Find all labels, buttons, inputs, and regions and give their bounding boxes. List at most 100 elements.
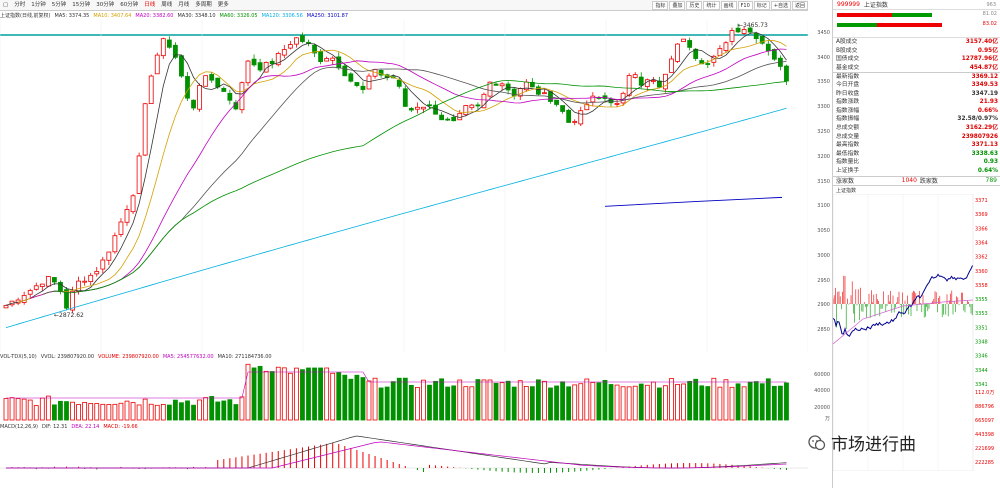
period-tab[interactable]: 月线 xyxy=(178,1,190,8)
period-tab[interactable]: 日线 xyxy=(144,1,156,8)
period-tab[interactable]: 1分钟 xyxy=(31,1,46,8)
volume-bar-down xyxy=(58,400,63,421)
volume-legend: VOL-TDX(5,10) VVOL: 239807920.00 VOLUME: 2… xyxy=(0,354,808,362)
down-label: 跌家数 xyxy=(919,178,938,185)
period-tab[interactable]: 更多 xyxy=(217,1,229,8)
volume-chart[interactable] xyxy=(0,362,808,422)
toolbar-action-button[interactable]: 指标 xyxy=(652,0,669,10)
toolbar-action-button[interactable]: 标记 xyxy=(753,0,770,10)
candle-down xyxy=(529,81,535,88)
candle-up xyxy=(39,283,45,287)
intraday-price-tick: 3360 xyxy=(975,268,988,274)
macd-legend: MACD(12,26,9) DIF: 12.31 DEA: 22.14 MACD: -… xyxy=(0,424,808,432)
candle-up xyxy=(3,304,9,309)
period-tab[interactable]: 分时 xyxy=(14,1,26,8)
candle-down xyxy=(221,87,227,92)
volume-bar-up xyxy=(203,397,209,421)
candle-up xyxy=(499,83,505,87)
stat-row: 指数量比 0.93 xyxy=(833,158,1000,167)
stat-label: 总成交额 xyxy=(836,124,860,131)
toolbar-action-button[interactable]: 叠加 xyxy=(669,0,686,10)
toolbar-action-button[interactable]: F10 xyxy=(737,0,753,10)
candle-down xyxy=(318,51,324,63)
ma250-line xyxy=(604,196,783,207)
toolbar-action-button[interactable]: 返回 xyxy=(791,0,808,10)
candle-down xyxy=(439,114,445,121)
toolbar-actions: 指标 叠加 历史 统计 画线 F10 标记 +自选 返回 xyxy=(651,0,808,10)
candle-down xyxy=(771,49,777,60)
candle-down xyxy=(759,36,765,44)
volume-bar-up xyxy=(675,384,680,421)
volume-bar-down xyxy=(475,379,481,421)
candle-up xyxy=(275,53,281,66)
volume-bar-up xyxy=(469,386,475,421)
volume-bar-up xyxy=(27,399,33,421)
stat-label: 指数涨幅 xyxy=(836,107,860,114)
price-tick: 3200 xyxy=(817,153,830,160)
volume-bar-up xyxy=(366,380,372,421)
stat-value: 3371.13 xyxy=(971,142,998,149)
ma-legend-item: MA5: 3374.35 xyxy=(54,13,90,19)
stat-label: 最低指数 xyxy=(836,150,860,157)
stat-value: 0.93 xyxy=(983,159,998,166)
volume-legend-item: VVOL: 239807920.00 xyxy=(40,354,95,360)
intraday-price-tick: 3371 xyxy=(975,198,988,204)
stat-label: A股成交 xyxy=(836,39,858,45)
intraday-price-tick: 3364 xyxy=(975,240,988,246)
period-tab[interactable]: 多周期 xyxy=(195,1,212,8)
volume-bar-down xyxy=(687,381,693,421)
candle-up xyxy=(82,280,88,283)
volume-bar-down xyxy=(771,385,777,421)
macd-chart[interactable] xyxy=(0,432,808,488)
volume-bar-down xyxy=(390,381,396,421)
candle-up xyxy=(130,195,136,213)
stat-value: 454.87亿 xyxy=(969,64,998,71)
toolbar-action-button[interactable]: 画线 xyxy=(720,0,737,10)
volume-bar-up xyxy=(457,379,463,421)
price-tick: 2950 xyxy=(817,277,830,284)
candle-down xyxy=(227,92,233,101)
intraday-price-tick: 3353 xyxy=(975,311,988,317)
volume-bar-up xyxy=(517,380,523,421)
intraday-chart[interactable]: 3371 3369 3366 3364 3362 3360 3358 3355 3353 3351… xyxy=(833,193,1000,471)
candlestick-chart[interactable]: ←3465.73 ←2872.62 xyxy=(0,20,808,352)
period-tab[interactable]: 周线 xyxy=(161,1,173,8)
period-tab[interactable]: 5分钟 xyxy=(51,1,67,8)
candle-up xyxy=(463,105,469,116)
volume-bar-down xyxy=(554,385,559,421)
volume-bar-up xyxy=(136,404,142,421)
candle-up xyxy=(487,81,493,97)
period-tab[interactable]: 60分钟 xyxy=(120,1,139,8)
dea-line xyxy=(6,441,787,469)
volume-bar-up xyxy=(21,398,27,421)
stat-label: 昨日收盘 xyxy=(836,90,860,97)
candle-up xyxy=(675,43,680,62)
intraday-volume-tick: 112.0万 xyxy=(975,390,994,396)
stat-value: 3349.53 xyxy=(971,81,998,88)
toolbar-action-button[interactable]: +自选 xyxy=(770,0,791,10)
period-tab[interactable]: 15分钟 xyxy=(72,1,91,8)
stats-list: A股成交 3157.40亿 B股成交 0.95亿 国债成交 12787.96亿 基金成交 45… xyxy=(833,38,1000,176)
macd-legend-item: MACD(12,26,9) xyxy=(0,424,38,430)
stat-row: 总成交量 239807926 xyxy=(833,133,1000,142)
toolbar-action-button[interactable]: 统计 xyxy=(703,0,720,10)
intraday-price-tick: 3348 xyxy=(975,339,988,345)
volume-bar-up xyxy=(263,370,269,421)
stat-value: 0.64% xyxy=(977,167,998,174)
volume-bar-up xyxy=(3,398,9,421)
volume-legend-item: VOL-TDX(5,10) xyxy=(0,354,37,360)
period-tab[interactable]: 30分钟 xyxy=(96,1,115,8)
candle-down xyxy=(396,79,402,87)
ma-legend-item: MA60: 3326.05 xyxy=(219,13,258,19)
wechat-icon xyxy=(808,434,826,450)
stat-label: B股成交 xyxy=(836,47,858,54)
candle-up xyxy=(100,259,106,270)
ma30-line xyxy=(42,61,787,295)
volume-bar-down xyxy=(451,385,457,421)
toolbar-action-button[interactable]: 历史 xyxy=(686,0,703,10)
volume-bar-down xyxy=(336,372,342,421)
stat-value: 3369.12 xyxy=(971,74,998,81)
candle-up xyxy=(70,290,75,311)
volume-bar-up xyxy=(142,398,148,421)
candle-down xyxy=(348,73,354,82)
